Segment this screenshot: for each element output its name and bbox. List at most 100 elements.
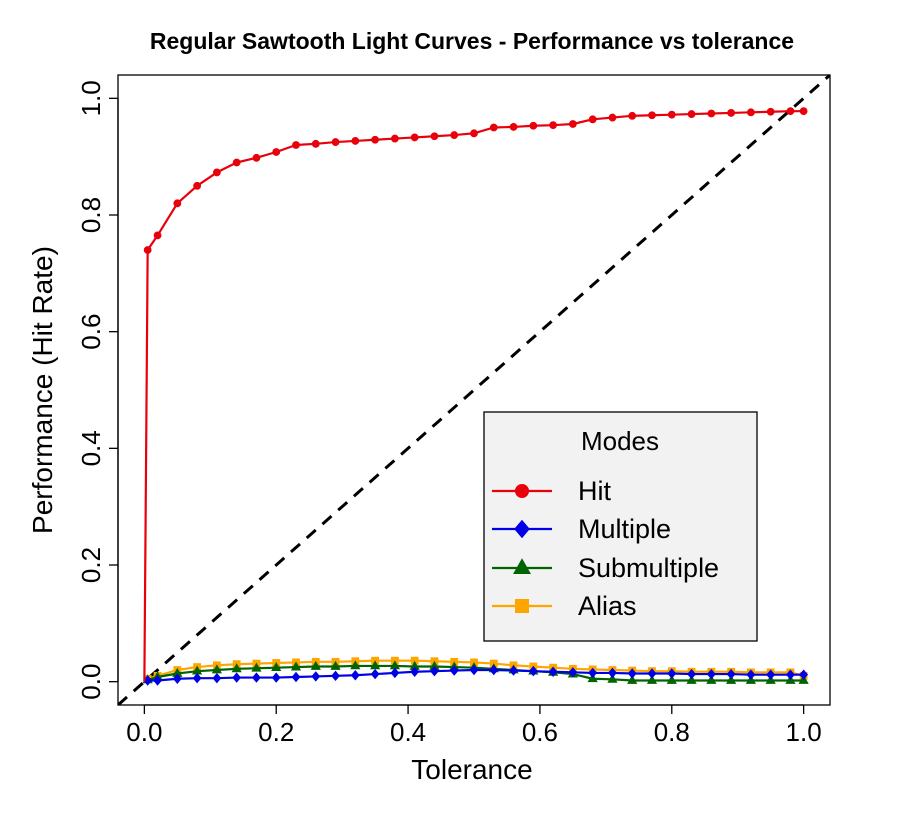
data-point-hit xyxy=(549,121,558,130)
data-point-hit xyxy=(799,107,808,116)
legend-marker-square-icon xyxy=(515,599,529,613)
data-point-hit xyxy=(193,181,202,190)
data-point-multiple xyxy=(568,667,578,678)
data-point-multiple xyxy=(687,668,696,680)
legend-entry-alias: Alias xyxy=(492,591,637,621)
data-point-multiple xyxy=(153,675,162,686)
data-point-submultiple xyxy=(310,660,321,670)
data-point-hit xyxy=(687,110,696,118)
data-point-multiple xyxy=(799,669,809,680)
legend-entry-hit: Hit xyxy=(492,476,611,506)
legend-label: Multiple xyxy=(578,514,671,544)
data-point-hit xyxy=(232,158,241,167)
y-tick-label: 0.4 xyxy=(76,430,106,466)
x-tick-label: 0.0 xyxy=(126,717,162,747)
legend-entries: Hit Multiple Submultiple Alias xyxy=(492,476,719,621)
legend-label: Alias xyxy=(578,591,637,621)
y-tick-label: 1.0 xyxy=(76,80,106,116)
data-point-submultiple xyxy=(627,674,638,684)
data-point-multiple xyxy=(350,670,360,681)
data-point-hit xyxy=(153,231,162,240)
data-point-hit xyxy=(143,246,152,254)
series-line-submultiple xyxy=(143,664,804,683)
data-point-multiple xyxy=(252,672,261,683)
data-point-multiple xyxy=(726,668,736,680)
data-point-hit xyxy=(529,121,538,130)
data-point-hit xyxy=(430,132,439,141)
data-point-multiple xyxy=(410,666,420,677)
data-point-hit xyxy=(351,137,360,145)
legend-entry-submultiple: Submultiple xyxy=(492,553,719,583)
data-point-multiple xyxy=(449,665,459,676)
data-point-submultiple xyxy=(726,674,737,684)
x-axis: 0.0 0.2 0.4 0.6 0.8 1.0 xyxy=(126,704,822,747)
data-point-submultiple xyxy=(370,660,381,670)
series-hit xyxy=(143,107,808,682)
data-point-multiple xyxy=(430,665,439,677)
x-tick-label: 0.8 xyxy=(654,717,690,747)
data-point-hit xyxy=(371,135,380,144)
data-point-multiple xyxy=(528,665,538,677)
data-point-multiple xyxy=(608,667,617,679)
data-point-submultiple xyxy=(666,674,677,684)
legend-marker-circle-icon xyxy=(515,484,529,498)
data-point-hit xyxy=(786,107,795,116)
legend-title: Modes xyxy=(581,426,659,456)
data-point-multiple xyxy=(291,671,301,683)
legend-label: Submultiple xyxy=(578,553,719,583)
data-point-multiple xyxy=(192,672,202,684)
x-tick-label: 0.6 xyxy=(522,717,558,747)
reference-line-layer xyxy=(118,75,830,705)
data-point-multiple xyxy=(311,671,321,682)
data-point-hit xyxy=(173,199,182,208)
y-tick-label: 0.8 xyxy=(76,197,106,233)
data-point-multiple xyxy=(647,668,657,679)
data-point-hit xyxy=(410,133,419,142)
data-point-hit xyxy=(292,141,300,149)
data-point-hit xyxy=(252,153,261,162)
data-point-multiple xyxy=(370,668,380,680)
data-point-submultiple xyxy=(646,674,658,684)
data-point-multiple xyxy=(627,668,637,679)
chart-title: Regular Sawtooth Light Curves - Performa… xyxy=(150,28,794,54)
data-point-multiple xyxy=(667,668,677,679)
data-point-multiple xyxy=(232,672,242,683)
data-point-hit xyxy=(766,107,775,116)
data-point-multiple xyxy=(746,669,756,680)
data-point-hit xyxy=(628,111,637,120)
data-point-hit xyxy=(212,168,221,177)
legend-box xyxy=(483,411,758,642)
data-point-multiple xyxy=(588,667,598,679)
data-point-multiple xyxy=(766,669,776,680)
data-point-hit xyxy=(667,110,676,119)
legend: Modes Hit Multiple Submultiple Alias xyxy=(483,411,758,642)
legend-label: Hit xyxy=(578,476,611,506)
x-tick-label: 0.4 xyxy=(390,717,426,747)
data-point-multiple xyxy=(212,672,222,684)
plot-area xyxy=(118,75,830,705)
y-tick-label: 0.6 xyxy=(76,314,106,350)
data-point-hit xyxy=(727,109,736,117)
y-axis: 0.0 0.2 0.4 0.6 0.8 1.0 xyxy=(76,80,119,700)
legend-marker-diamond-icon xyxy=(514,519,530,539)
data-point-multiple xyxy=(509,665,518,676)
y-tick-label: 0.0 xyxy=(76,664,106,700)
data-point-submultiple xyxy=(271,662,282,672)
data-point-hit xyxy=(648,111,656,120)
reference-diagonal-line xyxy=(118,75,830,705)
data-point-submultiple xyxy=(330,660,341,670)
x-tick-label: 1.0 xyxy=(786,717,822,747)
data-point-submultiple xyxy=(706,674,717,684)
data-point-multiple xyxy=(331,670,340,682)
data-point-multiple xyxy=(489,664,499,676)
legend-marker-triangle-icon xyxy=(513,558,531,575)
data-point-multiple xyxy=(786,669,795,680)
data-point-hit xyxy=(272,148,281,156)
data-point-hit xyxy=(331,138,340,146)
series-multiple xyxy=(143,664,809,686)
data-point-multiple xyxy=(390,667,400,679)
data-point-submultiple xyxy=(686,674,697,684)
data-point-hit xyxy=(470,129,478,138)
data-point-hit xyxy=(509,123,518,131)
data-point-submultiple xyxy=(231,663,242,673)
